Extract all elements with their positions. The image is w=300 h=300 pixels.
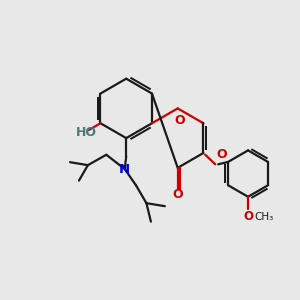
- Text: O: O: [172, 188, 183, 201]
- Text: O: O: [243, 210, 253, 223]
- Text: HO: HO: [76, 126, 97, 139]
- Text: N: N: [119, 163, 130, 176]
- Text: CH₃: CH₃: [255, 212, 274, 222]
- Text: O: O: [175, 114, 185, 127]
- Text: O: O: [217, 148, 227, 161]
